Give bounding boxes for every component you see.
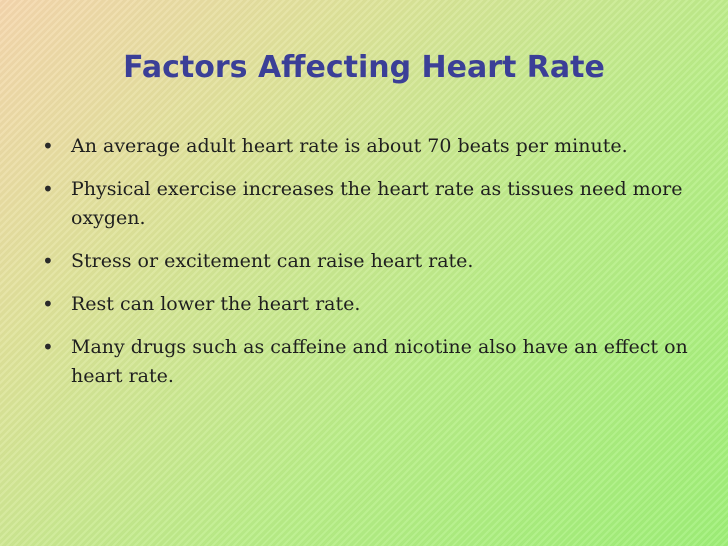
bullet-list: • An average adult heart rate is about 7…	[42, 132, 692, 405]
bullet-text: Rest can lower the heart rate.	[71, 293, 361, 315]
bullet-dot-icon: •	[42, 134, 54, 158]
bullet-text: Stress or excitement can raise heart rat…	[71, 250, 474, 272]
bullet-text: Many drugs such as caffeine and nicotine…	[71, 336, 688, 387]
bullet-item: • Physical exercise increases the heart …	[42, 175, 692, 233]
bullet-dot-icon: •	[42, 177, 54, 201]
bullet-item: • Rest can lower the heart rate.	[42, 290, 692, 319]
bullet-item: • Stress or excitement can raise heart r…	[42, 247, 692, 276]
bullet-text: An average adult heart rate is about 70 …	[71, 135, 628, 157]
slide-title: Factors Affecting Heart Rate	[123, 50, 605, 85]
bullet-dot-icon: •	[42, 335, 54, 359]
bullet-item: • An average adult heart rate is about 7…	[42, 132, 692, 161]
bullet-text: Physical exercise increases the heart ra…	[71, 178, 683, 229]
bullet-item: • Many drugs such as caffeine and nicoti…	[42, 333, 692, 391]
bullet-dot-icon: •	[42, 292, 54, 316]
bullet-dot-icon: •	[42, 249, 54, 273]
